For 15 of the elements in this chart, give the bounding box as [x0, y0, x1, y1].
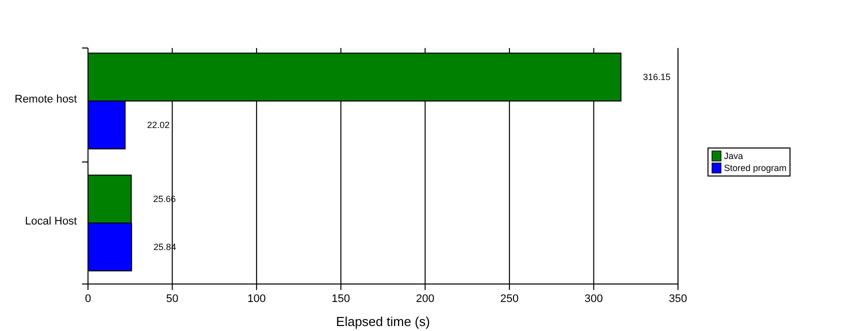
legend-label: Stored program [724, 163, 787, 174]
data-label: 316.15 [642, 72, 670, 82]
y-tick-label: Remote host [14, 93, 77, 106]
x-tick-label: 50 [166, 293, 178, 305]
x-tick-label: 0 [84, 293, 92, 305]
legend-label: Java [724, 151, 744, 162]
x-tick-label: 150 [332, 293, 350, 305]
x-tick-label: 200 [416, 293, 434, 305]
x-tick-label: 350 [668, 293, 688, 305]
data-label: 22.02 [147, 120, 170, 130]
x-axis-title: Elapsed time (s) [336, 314, 430, 329]
x-tick-label: 250 [500, 293, 519, 305]
y-tick-label: Local Host [25, 215, 77, 228]
x-tick-label: 300 [584, 293, 603, 305]
x-tick-label: 100 [247, 293, 266, 305]
